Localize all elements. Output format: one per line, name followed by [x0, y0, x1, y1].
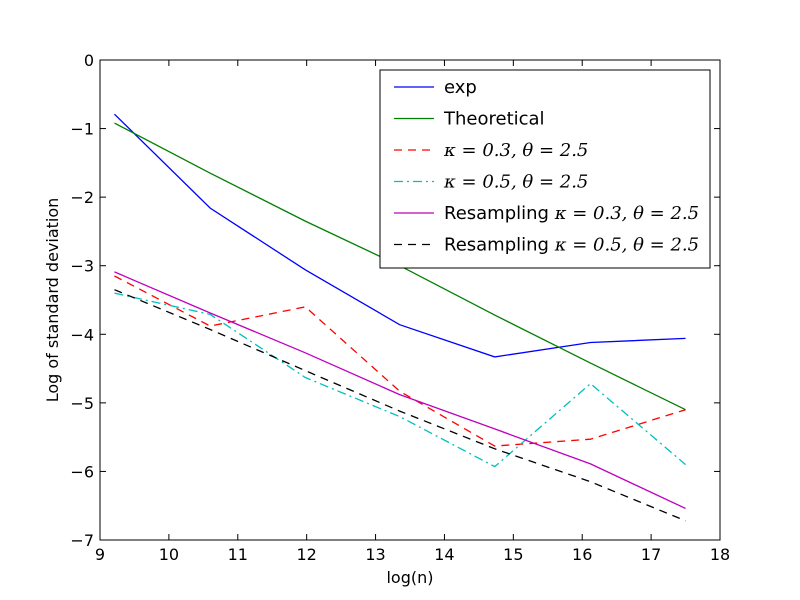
y-tick-label: −5	[70, 394, 94, 413]
plot-frame	[99, 59, 721, 541]
legend-label-text: Resampling	[444, 235, 555, 256]
series-line-3	[114, 275, 686, 447]
legend-label-1: exp	[444, 77, 477, 98]
legend-label-math: κ = 0.3, θ = 2.5	[443, 140, 588, 161]
legend-box	[379, 69, 711, 269]
x-tick-label: 15	[503, 545, 523, 564]
series-line-6	[114, 289, 686, 522]
tick-labels: 9 10 11 12 13 14 15 16 17 18 0 −1 −2 −3 −4 −5 −6 −7	[70, 51, 730, 564]
x-tick-label: 17	[641, 545, 661, 564]
y-axis-label: Log of standard deviation	[43, 198, 62, 403]
legend-label-math: κ = 0.5, θ = 2.5	[554, 235, 699, 256]
legend: exp Theoretical κ = 0.3, θ = 2.5 κ = 0.5, θ…	[379, 69, 711, 269]
series-line-4	[114, 292, 686, 468]
y-tick-label: −1	[70, 120, 94, 139]
x-tick-label: 14	[434, 545, 454, 564]
y-tick-label: −6	[70, 462, 94, 481]
x-tick-label: 12	[296, 545, 316, 564]
x-tick-label: 13	[365, 545, 385, 564]
x-tick-label: 9	[95, 545, 105, 564]
y-tick-label: −7	[70, 531, 94, 550]
x-tick-label: 18	[710, 545, 730, 564]
series-line-1	[114, 113, 686, 358]
y-tick-label: 0	[84, 51, 94, 70]
x-tick-label: 10	[159, 545, 179, 564]
legend-label-3: κ = 0.3, θ = 2.5	[443, 140, 588, 161]
legend-label-4: κ = 0.5, θ = 2.5	[443, 172, 588, 193]
y-tick-label: −4	[70, 325, 94, 344]
x-tick-label: 11	[228, 545, 248, 564]
y-tick-label: −2	[70, 188, 94, 207]
x-tick-label: 16	[572, 545, 592, 564]
axis-ticks	[99, 59, 721, 541]
y-tick-label: −3	[70, 257, 94, 276]
x-axis-label: log(n)	[386, 568, 433, 587]
legend-label-math: κ = 0.3, θ = 2.5	[554, 203, 699, 224]
legend-label-math: κ = 0.5, θ = 2.5	[443, 172, 588, 193]
legend-label-text: Theoretical	[443, 109, 545, 130]
legend-label-5: Resampling κ = 0.3, θ = 2.5	[444, 203, 699, 224]
legend-label-text: Resampling	[444, 203, 555, 224]
legend-label-2: Theoretical	[443, 109, 545, 130]
series-line-5	[114, 271, 686, 510]
legend-label-text: exp	[444, 77, 477, 98]
legend-label-6: Resampling κ = 0.5, θ = 2.5	[444, 235, 699, 256]
